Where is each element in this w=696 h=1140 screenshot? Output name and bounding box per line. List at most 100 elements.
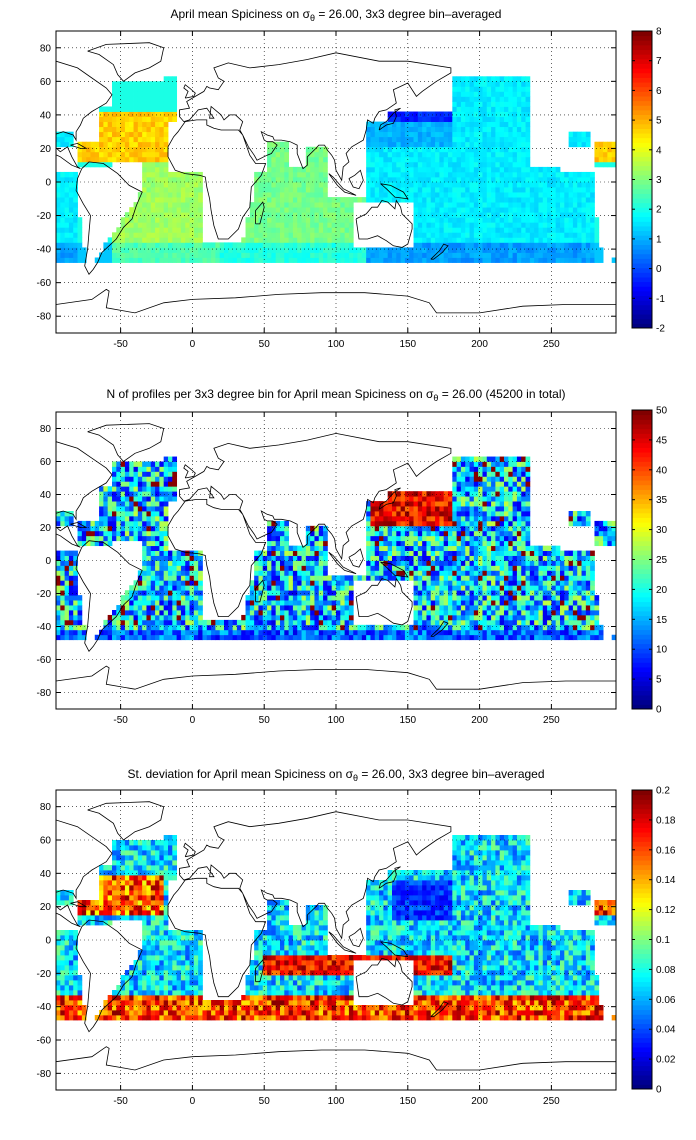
heatmap-cell — [422, 136, 427, 143]
heatmap-cell — [430, 227, 436, 233]
heatmap-cell — [81, 629, 87, 636]
heatmap-cell — [193, 197, 199, 203]
heatmap-cell — [107, 525, 113, 532]
heatmap-cell — [267, 161, 272, 168]
heatmap-cell — [529, 257, 535, 263]
heatmap-cell — [137, 496, 143, 502]
heatmap-cell — [245, 595, 251, 601]
heatmap-cell — [137, 202, 143, 208]
heatmap-cell — [318, 197, 324, 203]
heatmap-cell — [301, 207, 307, 213]
heatmap-cell — [439, 131, 445, 138]
heatmap-cell — [163, 106, 169, 112]
heatmap-cell — [348, 212, 354, 218]
heatmap-cell — [486, 141, 492, 148]
heatmap-cell — [439, 565, 445, 571]
heatmap-cell — [435, 166, 440, 173]
heatmap-cell — [142, 182, 147, 188]
heatmap-cell — [254, 610, 259, 616]
heatmap-cell — [379, 192, 384, 198]
heatmap-cell — [271, 575, 277, 581]
heatmap-cell — [469, 486, 475, 492]
heatmap-cell — [491, 252, 496, 258]
heatmap-cell — [473, 171, 479, 178]
heatmap-cell — [116, 86, 122, 92]
heatmap-cell — [146, 81, 152, 87]
heatmap-cell — [516, 126, 522, 133]
heatmap-cell — [491, 116, 496, 122]
heatmap-cell — [323, 595, 328, 601]
heatmap-cell — [310, 171, 315, 178]
heatmap-cell — [271, 182, 277, 188]
heatmap-cell — [482, 96, 488, 102]
heatmap-cell — [258, 197, 264, 203]
heatmap-cell — [137, 535, 143, 542]
heatmap-cell — [180, 252, 186, 258]
heatmap-cell — [374, 634, 380, 641]
heatmap-cell — [60, 555, 66, 561]
heatmap-cell — [267, 237, 272, 243]
heatmap-cell — [163, 486, 169, 492]
heatmap-cell — [336, 605, 341, 611]
heatmap-cell — [185, 565, 190, 571]
heatmap-cell — [163, 116, 169, 122]
heatmap-cell — [258, 242, 264, 248]
heatmap-cell — [525, 217, 531, 223]
heatmap-cell — [392, 575, 397, 581]
heatmap-cell — [64, 171, 70, 178]
heatmap-cell — [107, 511, 113, 517]
heatmap-cell — [185, 257, 190, 263]
heatmap-cell — [176, 207, 182, 213]
heatmap-cell — [435, 535, 440, 542]
heatmap-cell — [314, 530, 320, 537]
heatmap-cell — [280, 161, 285, 168]
heatmap-cell — [564, 171, 570, 178]
heatmap-cell — [435, 624, 440, 631]
heatmap-cell — [456, 511, 462, 517]
heatmap-cell — [435, 136, 440, 143]
heatmap-cell — [60, 197, 66, 203]
heatmap-cell — [422, 156, 427, 163]
heatmap-cell — [185, 629, 190, 636]
heatmap-cell — [107, 136, 113, 143]
heatmap-cell — [116, 126, 122, 133]
heatmap-cell — [124, 619, 130, 626]
heatmap-cell — [452, 131, 458, 138]
heatmap-cell — [577, 192, 582, 198]
heatmap-cell — [469, 520, 475, 527]
heatmap-cell — [163, 476, 169, 482]
heatmap-cell — [124, 227, 130, 233]
heatmap-cell — [284, 227, 290, 233]
heatmap-cell — [267, 525, 272, 532]
heatmap-cell — [310, 565, 315, 571]
heatmap-cell — [422, 535, 427, 542]
heatmap-cell — [142, 634, 147, 641]
heatmap-cell — [478, 535, 483, 542]
heatmap-cell — [310, 634, 315, 641]
heatmap-cell — [103, 515, 109, 522]
heatmap-cell — [292, 575, 298, 581]
heatmap-cell — [482, 86, 488, 92]
heatmap-cell — [413, 227, 419, 233]
heatmap-cell — [413, 217, 419, 223]
heatmap-cell — [374, 247, 380, 253]
heatmap-cell — [370, 555, 376, 561]
heatmap-cell — [275, 247, 281, 253]
heatmap-cell — [254, 595, 259, 601]
heatmap-cell — [73, 550, 78, 556]
heatmap-cell — [409, 182, 414, 188]
heatmap-cell — [155, 481, 160, 487]
heatmap-cell — [452, 555, 458, 561]
heatmap-cell — [275, 217, 281, 223]
heatmap-cell — [469, 600, 475, 606]
heatmap-cell — [318, 166, 324, 173]
heatmap-cell — [56, 217, 61, 223]
heatmap-cell — [318, 217, 324, 223]
heatmap-cell — [185, 600, 190, 606]
heatmap-cell — [159, 511, 165, 517]
heatmap-cell — [60, 242, 66, 248]
heatmap-cell — [465, 232, 470, 238]
heatmap-cell — [495, 227, 501, 233]
heatmap-cell — [99, 257, 104, 263]
heatmap-cell — [56, 565, 61, 571]
